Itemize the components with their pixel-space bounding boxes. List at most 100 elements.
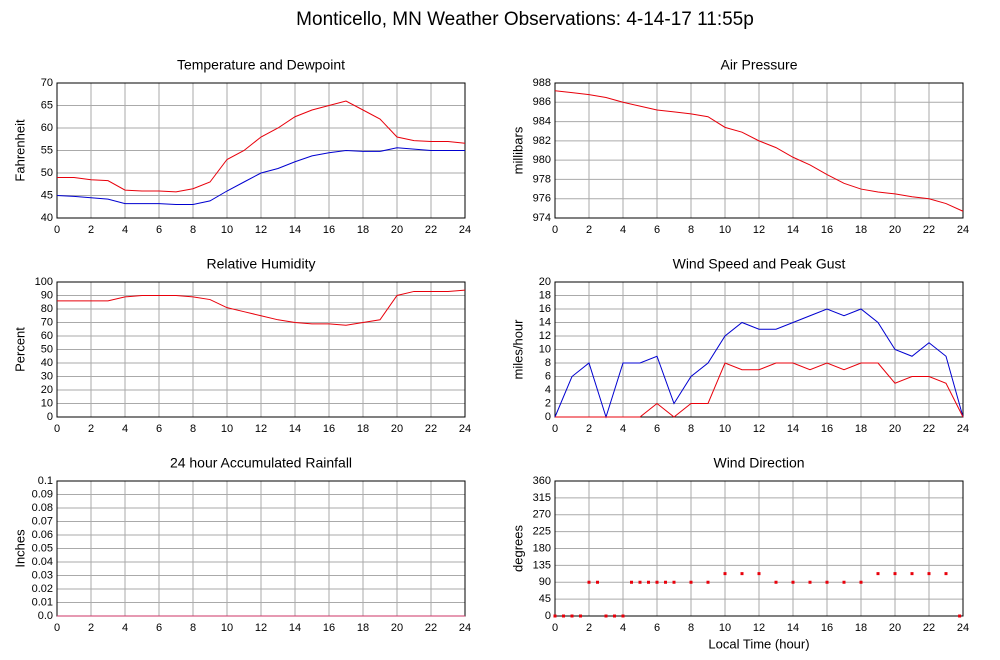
x-tick-label: 0: [54, 423, 60, 435]
x-tick-label: 4: [620, 224, 626, 236]
data-point: [740, 572, 744, 576]
y-tick-label: 0.04: [32, 556, 53, 568]
x-tick-label: 16: [323, 224, 335, 236]
data-point: [927, 572, 931, 576]
x-tick-label: 24: [957, 224, 969, 236]
x-tick-label: 22: [425, 622, 437, 634]
data-point: [664, 580, 667, 584]
y-tick-label: 0.09: [32, 488, 53, 500]
data-line: [555, 362, 964, 418]
x-tick-label: 22: [923, 423, 935, 435]
y-tick-label: 0.1: [38, 475, 53, 487]
x-tick-label: 10: [719, 423, 731, 435]
y-tick-label: 60: [41, 122, 53, 134]
plot-frame: [56, 281, 466, 418]
x-tick-label: 8: [190, 224, 196, 236]
x-axis-label: Local Time (hour): [708, 636, 809, 651]
x-tick-label: 18: [357, 622, 369, 634]
y-tick-label: 40: [41, 357, 53, 369]
x-tick-label: 8: [190, 622, 196, 634]
x-tick-label: 12: [753, 224, 765, 236]
data-point: [596, 580, 599, 584]
x-tick-label: 14: [787, 423, 799, 435]
x-tick-label: 0: [54, 224, 60, 236]
y-tick-label: 270: [533, 509, 551, 521]
x-tick-label: 6: [654, 423, 660, 435]
y-tick-label: 65: [41, 99, 53, 111]
x-tick-label: 18: [357, 224, 369, 236]
y-tick-label: 0.01: [32, 596, 53, 608]
y-tick-label: 6: [545, 370, 551, 382]
x-tick-label: 2: [586, 423, 592, 435]
x-tick-label: 12: [753, 622, 765, 634]
panel-title: Air Pressure: [720, 57, 797, 73]
x-tick-label: 8: [688, 423, 694, 435]
x-tick-label: 10: [221, 622, 233, 634]
x-tick-label: 20: [889, 622, 901, 634]
x-tick-label: 8: [190, 423, 196, 435]
y-tick-label: 986: [533, 96, 551, 108]
x-tick-label: 20: [391, 423, 403, 435]
y-tick-label: 50: [41, 343, 53, 355]
data-point: [910, 572, 914, 576]
y-tick-label: 225: [533, 526, 551, 538]
x-tick-label: 18: [855, 224, 867, 236]
y-tick-label: 20: [539, 276, 551, 288]
x-tick-label: 10: [719, 622, 731, 634]
x-tick-label: 22: [425, 224, 437, 236]
x-tick-label: 12: [255, 423, 267, 435]
x-tick-label: 20: [391, 224, 403, 236]
data-point: [706, 580, 710, 584]
data-point: [723, 572, 727, 576]
y-tick-label: 0.05: [32, 542, 53, 554]
y-tick-label: 10: [539, 343, 551, 355]
y-tick-label: 10: [41, 397, 53, 409]
y-tick-label: 974: [533, 212, 551, 224]
data-point: [621, 614, 625, 618]
y-tick-label: 45: [41, 189, 53, 201]
data-point: [672, 580, 676, 584]
y-tick-label: 315: [533, 492, 551, 504]
data-point: [791, 580, 795, 584]
x-tick-label: 24: [459, 224, 471, 236]
y-tick-label: 70: [41, 316, 53, 328]
data-point: [613, 614, 616, 618]
y-tick-label: 20: [41, 384, 53, 396]
x-tick-label: 12: [255, 224, 267, 236]
x-tick-label: 24: [459, 622, 471, 634]
x-tick-label: 12: [255, 622, 267, 634]
x-tick-label: 14: [787, 224, 799, 236]
x-tick-label: 2: [586, 224, 592, 236]
x-tick-label: 4: [620, 423, 626, 435]
x-tick-label: 10: [221, 224, 233, 236]
y-tick-label: 70: [41, 77, 53, 89]
x-tick-label: 16: [323, 622, 335, 634]
x-tick-label: 4: [620, 622, 626, 634]
x-tick-label: 6: [156, 622, 162, 634]
data-line: [57, 100, 466, 193]
y-tick-label: 980: [533, 154, 551, 166]
x-tick-label: 12: [753, 423, 765, 435]
x-tick-label: 6: [654, 622, 660, 634]
data-point: [842, 580, 846, 584]
x-tick-label: 8: [688, 622, 694, 634]
x-tick-label: 6: [156, 423, 162, 435]
x-tick-label: 8: [688, 224, 694, 236]
y-tick-label: 135: [533, 559, 551, 571]
x-tick-label: 14: [787, 622, 799, 634]
x-tick-label: 6: [654, 224, 660, 236]
y-tick-label: 80: [41, 303, 53, 315]
data-point: [689, 580, 693, 584]
x-tick-label: 22: [923, 224, 935, 236]
x-tick-label: 22: [425, 423, 437, 435]
y-axis-label: Inches: [12, 529, 27, 568]
y-tick-label: 0.06: [32, 529, 53, 541]
x-tick-label: 20: [889, 423, 901, 435]
x-tick-label: 18: [855, 423, 867, 435]
x-tick-label: 0: [552, 224, 558, 236]
y-tick-label: 988: [533, 77, 551, 89]
x-tick-label: 24: [957, 622, 969, 634]
y-tick-label: 100: [35, 276, 53, 288]
y-tick-label: 55: [41, 144, 53, 156]
x-tick-label: 4: [122, 224, 128, 236]
